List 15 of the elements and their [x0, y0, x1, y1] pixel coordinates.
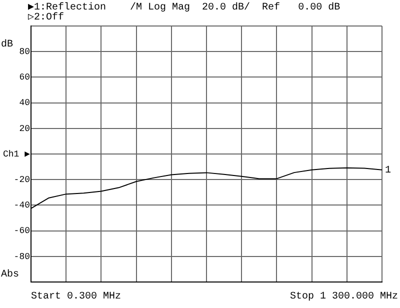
- series-label: 1: [385, 166, 392, 177]
- text: Abs: [1, 268, 20, 281]
- text: Start 0.300 MHz: [31, 292, 122, 303]
- y-tick-label: 60: [19, 72, 30, 83]
- y-tick-label: -40: [14, 200, 30, 211]
- y-tick-label: 40: [19, 98, 30, 108]
- y-axis-title: dB: [1, 38, 14, 51]
- chart-subtitle: ▷2:Off: [28, 12, 64, 24]
- text: Stop 1 300.000 MHz: [290, 292, 398, 303]
- y-tick-label: -80: [14, 252, 30, 262]
- y-tick-label: 80: [19, 46, 30, 57]
- y-tick-label: Ch1 ▶: [2, 149, 31, 160]
- y-tick-label: -60: [14, 226, 30, 236]
- y-tick-label: 20: [19, 124, 30, 134]
- y-tick-label: -20: [14, 174, 30, 185]
